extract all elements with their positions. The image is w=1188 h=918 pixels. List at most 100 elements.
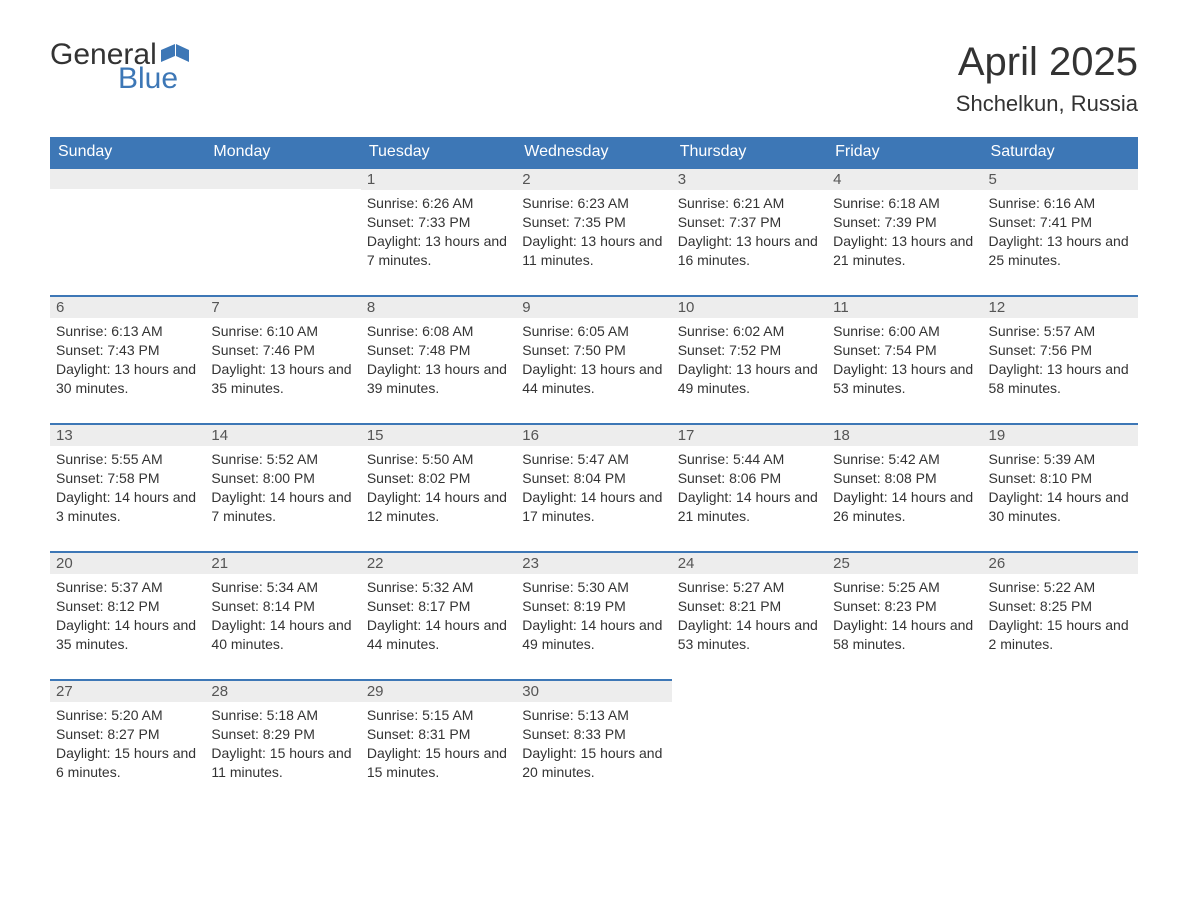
day-number: 12 [983, 295, 1138, 318]
sunset-line: Sunset: 7:46 PM [211, 341, 354, 360]
sunrise-label: Sunrise: [367, 195, 418, 211]
sunrise-value: 5:20 AM [111, 707, 162, 723]
page-header: General Blue April 2025 Shchelkun, Russi… [50, 40, 1138, 117]
sunset-value: 7:56 PM [1040, 342, 1092, 358]
sunset-label: Sunset: [678, 598, 725, 614]
day-number: 18 [827, 423, 982, 446]
day-number: 24 [672, 551, 827, 574]
sunrise-label: Sunrise: [522, 195, 573, 211]
sunrise-line: Sunrise: 5:27 AM [678, 578, 821, 597]
sunset-label: Sunset: [56, 598, 103, 614]
sunset-label: Sunset: [56, 342, 103, 358]
sunrise-line: Sunrise: 5:57 AM [989, 322, 1132, 341]
sunset-label: Sunset: [56, 470, 103, 486]
calendar-cell: 16Sunrise: 5:47 AMSunset: 8:04 PMDayligh… [516, 423, 671, 551]
day-body: Sunrise: 6:26 AMSunset: 7:33 PMDaylight:… [361, 190, 516, 274]
sunset-label: Sunset: [678, 214, 725, 230]
daylight-label: Daylight: [833, 617, 887, 633]
sunrise-label: Sunrise: [211, 707, 262, 723]
sunset-label: Sunset: [522, 726, 569, 742]
daylight-line: Daylight: 15 hours and 20 minutes. [522, 744, 665, 782]
sunset-label: Sunset: [989, 342, 1036, 358]
sunset-line: Sunset: 8:21 PM [678, 597, 821, 616]
day-body: Sunrise: 5:15 AMSunset: 8:31 PMDaylight:… [361, 702, 516, 786]
daylight-line: Daylight: 15 hours and 15 minutes. [367, 744, 510, 782]
day-number: 15 [361, 423, 516, 446]
daylight-label: Daylight: [367, 745, 421, 761]
sunset-label: Sunset: [211, 470, 258, 486]
sunset-line: Sunset: 8:06 PM [678, 469, 821, 488]
calendar-table: Sunday Monday Tuesday Wednesday Thursday… [50, 137, 1138, 807]
sunrise-value: 6:00 AM [888, 323, 939, 339]
day-body: Sunrise: 5:22 AMSunset: 8:25 PMDaylight:… [983, 574, 1138, 658]
sunrise-value: 5:39 AM [1044, 451, 1095, 467]
day-number: 11 [827, 295, 982, 318]
day-body: Sunrise: 5:39 AMSunset: 8:10 PMDaylight:… [983, 446, 1138, 530]
day-number: 6 [50, 295, 205, 318]
calendar-cell: 11Sunrise: 6:00 AMSunset: 7:54 PMDayligh… [827, 295, 982, 423]
sunset-label: Sunset: [367, 342, 414, 358]
sunrise-value: 6:02 AM [733, 323, 784, 339]
sunrise-line: Sunrise: 5:52 AM [211, 450, 354, 469]
sunrise-label: Sunrise: [56, 323, 107, 339]
sunrise-value: 5:15 AM [422, 707, 473, 723]
sunrise-value: 5:25 AM [888, 579, 939, 595]
sunset-value: 7:52 PM [729, 342, 781, 358]
daylight-line: Daylight: 14 hours and 44 minutes. [367, 616, 510, 654]
sunset-label: Sunset: [522, 214, 569, 230]
sunrise-value: 6:16 AM [1044, 195, 1095, 211]
sunrise-label: Sunrise: [678, 451, 729, 467]
sunset-value: 7:58 PM [107, 470, 159, 486]
daylight-label: Daylight: [678, 617, 732, 633]
daylight-line: Daylight: 15 hours and 6 minutes. [56, 744, 199, 782]
daylight-label: Daylight: [522, 361, 576, 377]
sunset-value: 7:39 PM [884, 214, 936, 230]
day-number: 14 [205, 423, 360, 446]
sunrise-line: Sunrise: 5:22 AM [989, 578, 1132, 597]
day-body: Sunrise: 5:37 AMSunset: 8:12 PMDaylight:… [50, 574, 205, 658]
calendar-cell [983, 679, 1138, 807]
daylight-line: Daylight: 15 hours and 11 minutes. [211, 744, 354, 782]
sunset-value: 8:14 PM [263, 598, 315, 614]
day-number: 29 [361, 679, 516, 702]
day-body: Sunrise: 6:10 AMSunset: 7:46 PMDaylight:… [205, 318, 360, 402]
weekday-header: Tuesday [361, 137, 516, 167]
sunset-line: Sunset: 8:31 PM [367, 725, 510, 744]
sunrise-line: Sunrise: 5:18 AM [211, 706, 354, 725]
sunset-value: 7:48 PM [418, 342, 470, 358]
sunrise-value: 6:23 AM [578, 195, 629, 211]
calendar-row: 6Sunrise: 6:13 AMSunset: 7:43 PMDaylight… [50, 295, 1138, 423]
sunrise-value: 6:21 AM [733, 195, 784, 211]
sunset-label: Sunset: [989, 598, 1036, 614]
daylight-label: Daylight: [56, 489, 110, 505]
sunset-line: Sunset: 8:10 PM [989, 469, 1132, 488]
daylight-label: Daylight: [522, 489, 576, 505]
day-number: 30 [516, 679, 671, 702]
calendar-cell: 20Sunrise: 5:37 AMSunset: 8:12 PMDayligh… [50, 551, 205, 679]
daylight-label: Daylight: [367, 233, 421, 249]
sunrise-value: 6:05 AM [578, 323, 629, 339]
daylight-label: Daylight: [678, 361, 732, 377]
calendar-cell: 3Sunrise: 6:21 AMSunset: 7:37 PMDaylight… [672, 167, 827, 295]
sunset-value: 7:33 PM [418, 214, 470, 230]
daylight-label: Daylight: [367, 361, 421, 377]
sunrise-line: Sunrise: 6:26 AM [367, 194, 510, 213]
sunrise-label: Sunrise: [522, 707, 573, 723]
sunrise-value: 5:52 AM [267, 451, 318, 467]
empty-day-header [50, 167, 205, 189]
day-body: Sunrise: 6:16 AMSunset: 7:41 PMDaylight:… [983, 190, 1138, 274]
sunset-label: Sunset: [833, 214, 880, 230]
sunrise-label: Sunrise: [678, 323, 729, 339]
sunrise-value: 5:30 AM [578, 579, 629, 595]
sunrise-label: Sunrise: [211, 451, 262, 467]
day-number: 1 [361, 167, 516, 190]
sunrise-value: 6:08 AM [422, 323, 473, 339]
empty-day-header [205, 167, 360, 189]
sunset-line: Sunset: 7:35 PM [522, 213, 665, 232]
sunrise-value: 5:50 AM [422, 451, 473, 467]
sunrise-line: Sunrise: 5:34 AM [211, 578, 354, 597]
sunset-value: 8:08 PM [884, 470, 936, 486]
day-number: 13 [50, 423, 205, 446]
sunset-value: 8:25 PM [1040, 598, 1092, 614]
calendar-cell [50, 167, 205, 295]
